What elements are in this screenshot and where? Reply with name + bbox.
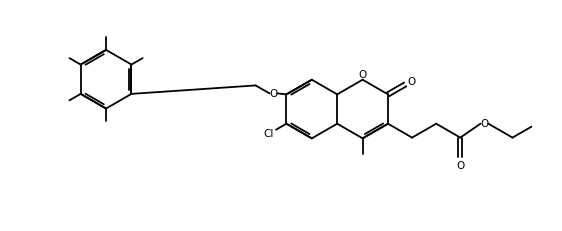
- Text: O: O: [456, 160, 464, 170]
- Text: O: O: [481, 118, 488, 128]
- Text: O: O: [359, 70, 367, 80]
- Text: Cl: Cl: [263, 128, 274, 138]
- Text: O: O: [407, 77, 416, 87]
- Text: O: O: [269, 89, 278, 99]
